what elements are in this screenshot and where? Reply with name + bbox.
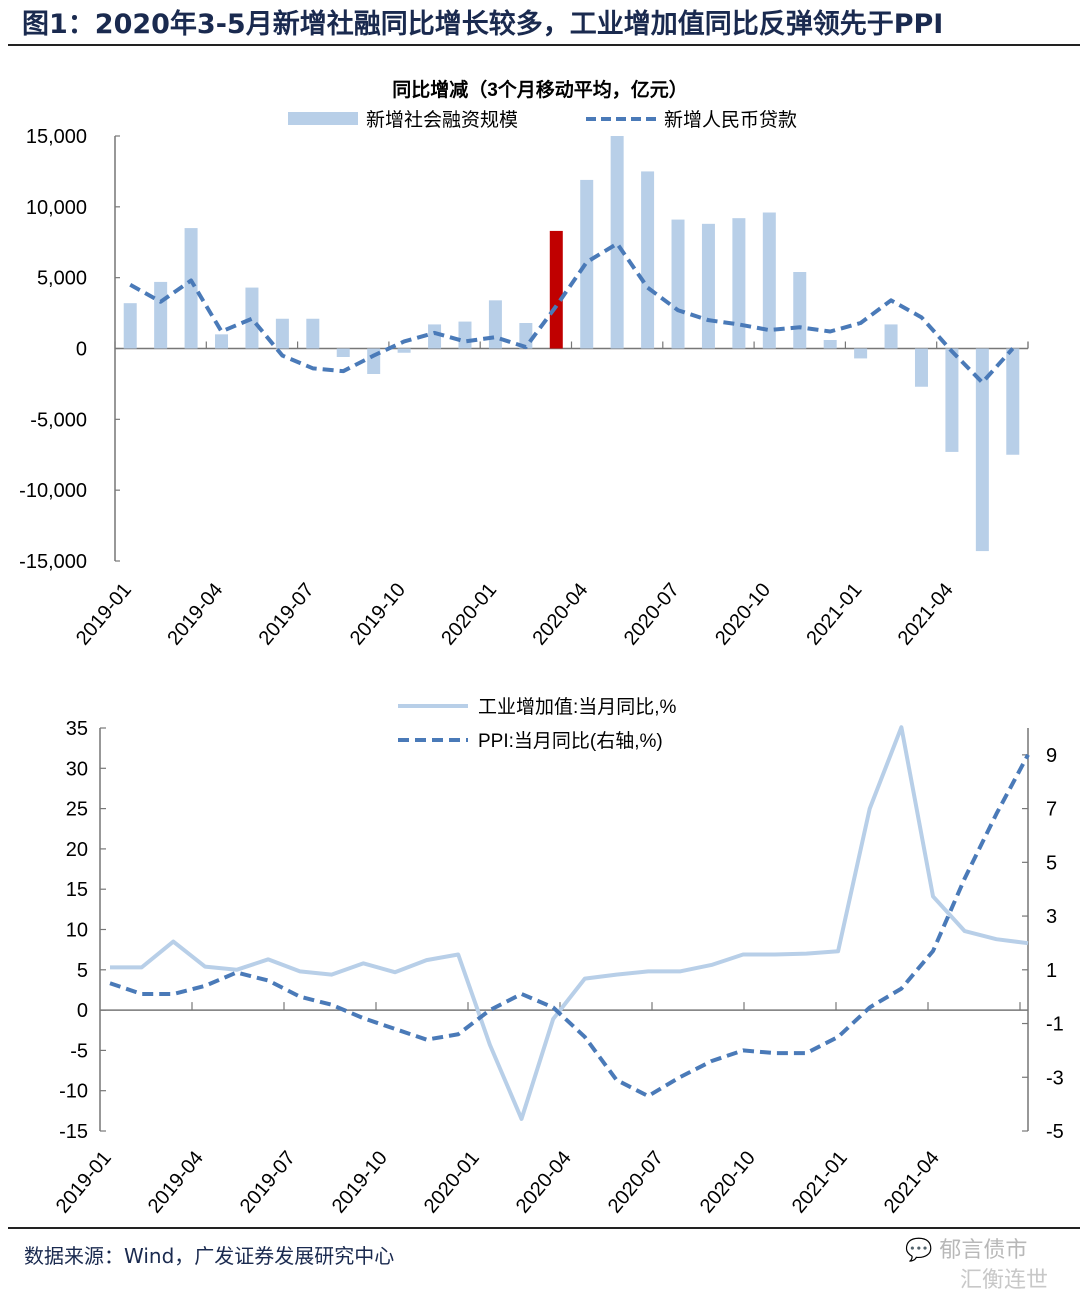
bar	[184, 228, 198, 349]
legend-label-ppi: PPI:当月同比(右轴,%)	[478, 730, 663, 752]
x-tick-label: 2020-01	[437, 579, 501, 649]
bar	[458, 321, 472, 349]
bar	[854, 348, 868, 359]
y-tick-label: -10,000	[19, 480, 87, 502]
bar	[975, 348, 989, 552]
bar	[123, 303, 137, 349]
y-tick-label-left: 20	[66, 839, 88, 861]
bar	[914, 348, 928, 387]
y-tick-label: 5,000	[37, 268, 87, 290]
bar	[641, 171, 655, 349]
legend-label-ip: 工业增加值:当月同比,%	[478, 696, 677, 718]
watermark-text: 郁言债市	[939, 1238, 1028, 1263]
bar	[823, 340, 837, 349]
x-tick-label: 2019-07	[255, 579, 319, 649]
bar	[732, 218, 746, 349]
x-tick-label: 2019-01	[52, 1147, 116, 1217]
chart-industrial-ppi: 工业增加值:当月同比,%PPI:当月同比(右轴,%)35302520151050…	[52, 696, 1064, 1217]
y-tick-label-right: 7	[1046, 799, 1057, 821]
x-tick-label: 2020-04	[512, 1147, 576, 1217]
y-tick-label-right: 3	[1046, 906, 1057, 928]
line-industrial-value-added	[110, 725, 1029, 1121]
x-tick-label: 2021-01	[802, 579, 866, 649]
line-loans	[129, 241, 1015, 385]
bar	[580, 179, 594, 349]
wechat-icon: 💬	[905, 1238, 933, 1263]
y-tick-label: 0	[76, 339, 87, 361]
x-tick-label: 2019-01	[72, 579, 136, 649]
bar	[671, 219, 685, 349]
y-tick-label-right: 5	[1046, 852, 1057, 874]
y-tick-label-right: -3	[1046, 1067, 1064, 1089]
x-tick-label: 2021-04	[880, 1147, 944, 1217]
bottom-rule	[8, 1227, 1080, 1229]
y-tick-label-right: -5	[1046, 1121, 1064, 1143]
y-tick-label-left: -10	[59, 1081, 88, 1103]
x-tick-label: 2019-10	[328, 1147, 392, 1217]
bar	[701, 223, 715, 349]
y-tick-label-left: 30	[66, 758, 88, 780]
bar	[154, 281, 168, 349]
y-tick-label-left: 0	[77, 1000, 88, 1022]
bar	[884, 324, 898, 349]
bar	[793, 272, 807, 349]
y-tick-label: -15,000	[19, 551, 87, 573]
line-ppi	[109, 753, 1030, 1099]
x-tick-label: 2020-10	[711, 579, 775, 649]
data-source: 数据来源：Wind，广发证券发展研究中心	[24, 1244, 395, 1268]
top-rule	[8, 44, 1080, 46]
bar	[275, 318, 289, 349]
chart-social-financing: 同比增减（3个月移动平均，亿元） 新增社会融资规模 新增人民币贷款 15,000 10,…	[19, 78, 1029, 649]
y-tick-label-right: 1	[1046, 960, 1057, 982]
bar	[306, 318, 320, 349]
x-tick-label: 2021-01	[788, 1147, 852, 1217]
x-tick-label: 2020-10	[696, 1147, 760, 1217]
bar	[397, 348, 411, 353]
y-tick-label: 10,000	[26, 197, 87, 219]
bar	[945, 348, 959, 452]
bar	[488, 300, 502, 349]
legend-label-line: 新增人民币贷款	[664, 109, 797, 131]
x-tick-label: 2019-04	[163, 579, 227, 649]
bar	[1006, 348, 1020, 455]
x-tick-label: 2020-01	[420, 1147, 484, 1217]
y-tick-label-left: -5	[70, 1040, 88, 1062]
x-tick-label: 2019-10	[346, 579, 410, 649]
bar	[336, 348, 350, 357]
watermark: 💬 郁言债市	[905, 1232, 1027, 1264]
y-tick-label-left: 35	[66, 718, 88, 740]
legend-label-bar: 新增社会融资规模	[366, 109, 518, 131]
x-tick-label: 2019-07	[236, 1147, 300, 1217]
bar	[549, 230, 563, 349]
x-tick-label: 2020-04	[529, 579, 593, 649]
bar	[428, 324, 442, 349]
bar	[215, 334, 229, 349]
y-tick-label-left: 5	[77, 960, 88, 982]
figure-title: 图1：2020年3-5月新增社融同比增长较多，工业增加值同比反弹领先于PPI	[22, 9, 944, 40]
bar	[610, 136, 624, 349]
y-tick-label: -5,000	[30, 409, 87, 431]
x-tick-label: 2019-04	[144, 1147, 208, 1217]
x-tick-label: 2020-07	[604, 1147, 668, 1217]
y-tick-label-right: 9	[1046, 745, 1057, 767]
bar	[519, 323, 533, 349]
y-tick-label-left: -15	[59, 1121, 88, 1143]
y-tick-label-left: 10	[66, 920, 88, 942]
y-tick-label-left: 25	[66, 799, 88, 821]
bar	[245, 287, 259, 349]
chart-title: 同比增减（3个月移动平均，亿元）	[392, 78, 688, 101]
x-tick-label: 2020-07	[620, 579, 684, 649]
x-tick-label: 2021-04	[894, 579, 958, 649]
bar	[762, 212, 776, 349]
watermark-secondary: 汇衡连世	[960, 1268, 1049, 1293]
y-tick-label: 15,000	[26, 126, 87, 148]
y-tick-label-right: -1	[1046, 1014, 1064, 1036]
y-tick-label-left: 15	[66, 879, 88, 901]
legend-swatch-bar	[288, 112, 358, 125]
